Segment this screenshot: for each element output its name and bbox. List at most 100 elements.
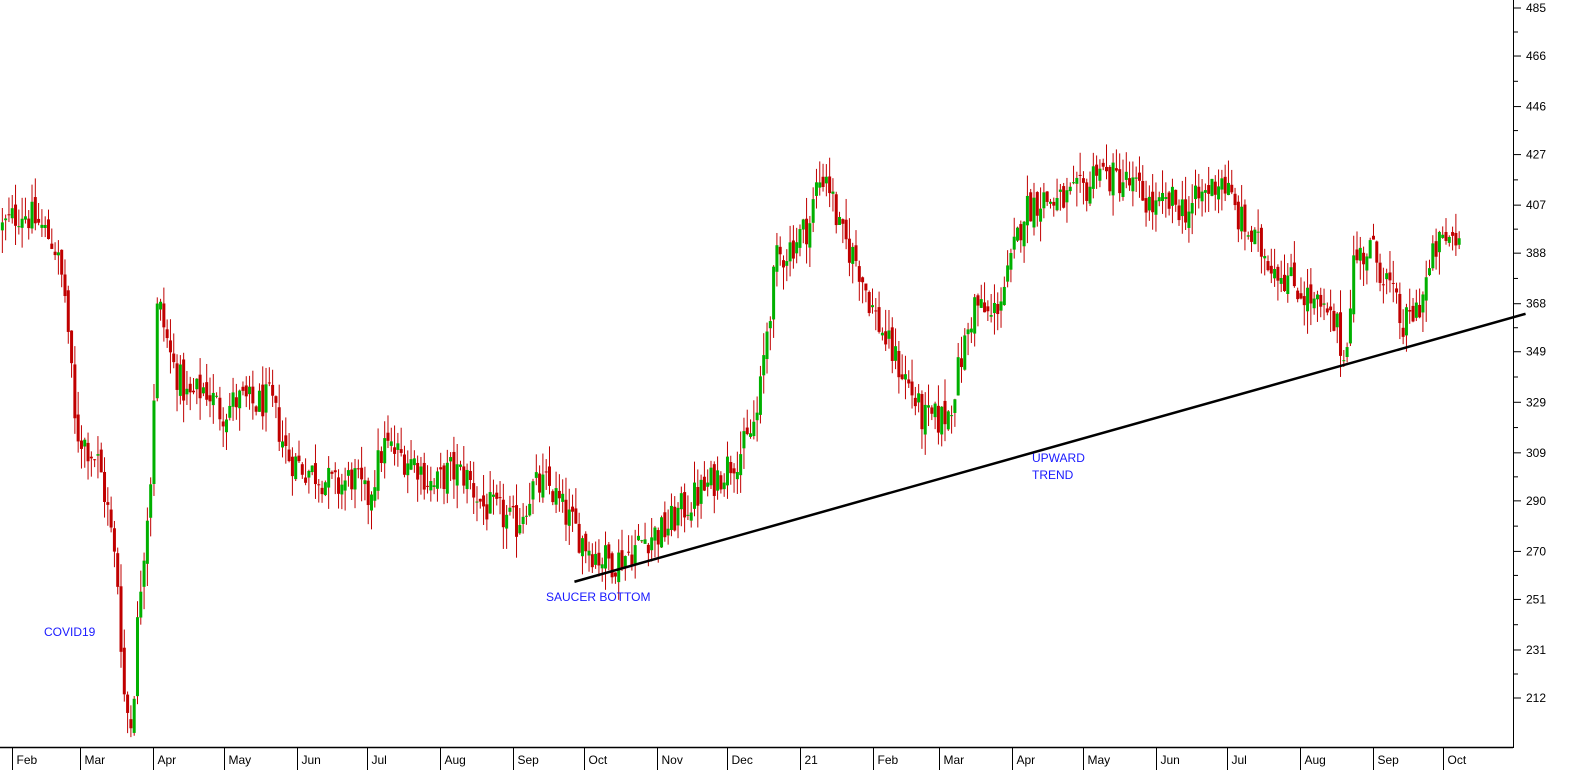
candle-body-137 bbox=[452, 451, 456, 480]
candle-body-100 bbox=[330, 471, 334, 474]
candle-body-330 bbox=[1088, 186, 1092, 204]
candle-body-410 bbox=[1352, 255, 1356, 315]
candle-body-153 bbox=[505, 514, 509, 529]
candle-body-69 bbox=[228, 405, 232, 418]
candle-body-332 bbox=[1095, 164, 1099, 176]
candle-body-32 bbox=[106, 502, 110, 505]
candle-body-350 bbox=[1154, 200, 1158, 215]
annotations-layer: COVID19 SAUCER BOTTOM UPWARD TREND bbox=[44, 451, 1085, 639]
candle-body-194 bbox=[640, 540, 644, 542]
candle-body-81 bbox=[267, 382, 271, 384]
candle-body-4 bbox=[14, 204, 18, 226]
candle-body-119 bbox=[393, 447, 397, 454]
candle-body-177 bbox=[584, 533, 588, 552]
candle-body-39 bbox=[129, 719, 133, 729]
candle-body-105 bbox=[346, 470, 350, 476]
candle-body-218 bbox=[719, 475, 723, 490]
candle-body-262 bbox=[864, 283, 868, 291]
candle-body-184 bbox=[607, 544, 611, 559]
candle-body-150 bbox=[495, 492, 499, 499]
candle-body-204 bbox=[673, 506, 677, 531]
candle-body-319 bbox=[1052, 201, 1056, 206]
candle-body-25 bbox=[83, 439, 87, 447]
candle-body-382 bbox=[1259, 227, 1263, 257]
candle-body-306 bbox=[1009, 253, 1013, 270]
x-tick-label-6: Aug bbox=[445, 753, 466, 767]
candle-body-131 bbox=[432, 485, 436, 488]
candle-body-37 bbox=[122, 647, 126, 695]
candle-body-157 bbox=[518, 525, 522, 534]
candle-body-405 bbox=[1335, 313, 1339, 328]
candle-body-299 bbox=[986, 306, 990, 312]
candle-body-297 bbox=[979, 299, 983, 308]
candle-body-384 bbox=[1266, 261, 1270, 271]
x-tick-label-12: Feb bbox=[878, 753, 899, 767]
candle-body-28 bbox=[93, 459, 97, 461]
candle-body-117 bbox=[386, 432, 390, 441]
candle-body-146 bbox=[482, 495, 486, 507]
candle-body-30 bbox=[99, 449, 103, 473]
candle-body-193 bbox=[636, 535, 640, 541]
candle-body-273 bbox=[900, 374, 904, 380]
candle-body-108 bbox=[356, 468, 360, 470]
candle-body-427 bbox=[1408, 310, 1412, 312]
candle-body-387 bbox=[1276, 266, 1280, 281]
annotation-2: UPWARD TREND bbox=[1032, 451, 1085, 482]
candle-body-220 bbox=[725, 456, 729, 486]
candle-body-144 bbox=[475, 501, 479, 503]
candle-body-5 bbox=[17, 226, 21, 228]
candle-body-302 bbox=[996, 304, 1000, 315]
candle-body-421 bbox=[1388, 272, 1392, 281]
candle-body-371 bbox=[1223, 176, 1227, 194]
candle-body-15 bbox=[50, 243, 54, 249]
candle-body-211 bbox=[696, 487, 700, 506]
candle-body-180 bbox=[594, 553, 598, 565]
candle-body-73 bbox=[241, 386, 245, 391]
candle-body-212 bbox=[699, 479, 703, 504]
candle-body-285 bbox=[940, 406, 944, 435]
time-axis: Feb Mar Apr May Jun Jul Aug Sep Oct Nov Dec 21 Feb Ma… bbox=[12, 748, 1467, 770]
candle-body-320 bbox=[1055, 197, 1059, 211]
candle-body-236 bbox=[778, 246, 782, 255]
candle-body-113 bbox=[373, 487, 377, 501]
candle-body-162 bbox=[534, 472, 538, 478]
candle-body-101 bbox=[333, 470, 337, 473]
candle-body-138 bbox=[455, 464, 459, 486]
candle-body-51 bbox=[168, 340, 172, 353]
x-tick-label-11: 21 bbox=[805, 753, 819, 767]
candle-body-206 bbox=[679, 493, 683, 510]
candle-body-369 bbox=[1217, 186, 1221, 200]
candle-body-289 bbox=[953, 399, 957, 413]
candle-body-181 bbox=[597, 552, 601, 566]
candle-body-244 bbox=[805, 218, 809, 245]
candle-body-338 bbox=[1114, 168, 1118, 171]
candle-body-385 bbox=[1269, 265, 1273, 274]
candle-body-309 bbox=[1019, 224, 1023, 241]
candle-body-65 bbox=[215, 395, 219, 397]
candle-body-196 bbox=[646, 544, 650, 554]
y-tick-label-2: 446 bbox=[1526, 100, 1546, 114]
candle-body-355 bbox=[1170, 186, 1174, 206]
candle-body-96 bbox=[317, 484, 321, 486]
candle-body-92 bbox=[304, 477, 308, 483]
candle-body-246 bbox=[811, 199, 815, 223]
candle-body-83 bbox=[274, 396, 278, 403]
candle-body-85 bbox=[281, 441, 285, 448]
candle-body-252 bbox=[831, 191, 835, 194]
candle-body-6 bbox=[20, 218, 24, 228]
candle-body-201 bbox=[663, 512, 667, 538]
candle-body-354 bbox=[1167, 192, 1171, 209]
candle-body-134 bbox=[442, 465, 446, 490]
candle-body-59 bbox=[195, 378, 199, 390]
candle-body-417 bbox=[1375, 241, 1379, 263]
candle-body-167 bbox=[551, 491, 555, 503]
candle-body-125 bbox=[412, 458, 416, 466]
candle-body-301 bbox=[992, 302, 996, 314]
candle-body-258 bbox=[851, 246, 855, 264]
candle-body-260 bbox=[857, 266, 861, 282]
x-tick-label-18: Aug bbox=[1305, 753, 1326, 767]
candle-body-191 bbox=[630, 554, 634, 567]
x-tick-label-5: Jul bbox=[372, 753, 387, 767]
candle-body-58 bbox=[192, 390, 196, 393]
candle-body-290 bbox=[956, 357, 960, 396]
